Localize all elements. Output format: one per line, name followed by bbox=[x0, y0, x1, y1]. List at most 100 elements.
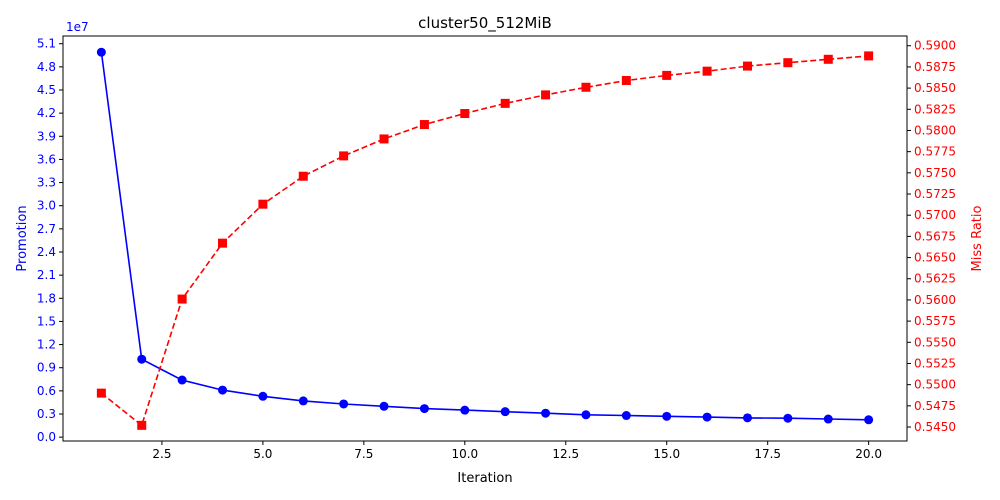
right-y-tick-label: 0.5675 bbox=[914, 229, 956, 243]
miss-ratio-line bbox=[100, 55, 869, 427]
promotion-point bbox=[218, 385, 228, 395]
promotion-point bbox=[96, 47, 106, 57]
right-y-tick-label: 0.5450 bbox=[914, 420, 956, 434]
promotion-point bbox=[662, 411, 672, 421]
promotion-point bbox=[621, 411, 631, 421]
miss-ratio-point bbox=[419, 120, 429, 130]
left-y-tick-label: 2.7 bbox=[37, 222, 56, 236]
miss-ratio-point bbox=[702, 66, 712, 76]
miss-ratio-point bbox=[742, 61, 752, 71]
x-tick-label: 7.5 bbox=[354, 447, 373, 461]
x-tick-label: 5.0 bbox=[253, 447, 272, 461]
miss-ratio-point bbox=[177, 294, 187, 304]
miss-ratio-point bbox=[218, 238, 228, 248]
plot-frame bbox=[62, 35, 908, 442]
right-y-tick-label: 0.5750 bbox=[914, 166, 956, 180]
right-y-tick-label: 0.5650 bbox=[914, 251, 956, 265]
right-y-tick-label: 0.5575 bbox=[914, 314, 956, 328]
left-y-axis: 0.0 0.3 0.6 0.9 1.2 1.5 1.8 2.1 2.4 2.7 3.0 3.3 3.6 3… bbox=[37, 37, 63, 444]
left-y-tick-label: 1.5 bbox=[37, 314, 56, 328]
promotion-point bbox=[419, 404, 429, 414]
promotion-point bbox=[783, 413, 793, 423]
miss-ratio-point bbox=[460, 109, 470, 119]
left-y-tick-label: 0.6 bbox=[37, 384, 56, 398]
miss-ratio-point bbox=[379, 134, 389, 144]
right-y-tick-label: 0.5700 bbox=[914, 208, 956, 222]
left-y-tick-label: 2.4 bbox=[37, 245, 56, 259]
promotion-point bbox=[177, 375, 187, 385]
right-y-tick-label: 0.5500 bbox=[914, 378, 956, 392]
promotion-point bbox=[339, 399, 349, 409]
promotion-line bbox=[100, 52, 869, 421]
right-y-tick-label: 0.5600 bbox=[914, 293, 956, 307]
right-y-tick-label: 0.5550 bbox=[914, 335, 956, 349]
promotion-point bbox=[298, 396, 308, 406]
promotion-point bbox=[823, 414, 833, 424]
promotion-point bbox=[541, 408, 551, 418]
x-axis-label: Iteration bbox=[457, 471, 512, 486]
right-y-tick-label: 0.5900 bbox=[914, 39, 956, 53]
left-y-tick-label: 2.1 bbox=[37, 268, 56, 282]
series-promotion bbox=[96, 47, 874, 425]
miss-ratio-point bbox=[298, 171, 308, 181]
left-y-tick-label: 0.3 bbox=[37, 407, 56, 421]
left-y-tick-label: 1.2 bbox=[37, 338, 56, 352]
promotion-point bbox=[864, 415, 874, 425]
left-y-tick-label: 1.8 bbox=[37, 291, 56, 305]
x-tick-label: 17.5 bbox=[754, 447, 781, 461]
miss-ratio-point bbox=[96, 388, 106, 398]
promotion-point bbox=[379, 401, 389, 411]
left-y-tick-label: 4.5 bbox=[37, 83, 56, 97]
miss-ratio-point bbox=[662, 70, 672, 80]
right-y-tick-label: 0.5525 bbox=[914, 356, 956, 370]
plot-border bbox=[62, 35, 908, 442]
promotion-point bbox=[500, 407, 510, 417]
x-tick-label: 2.5 bbox=[152, 447, 171, 461]
series-layer bbox=[96, 47, 874, 430]
miss-ratio-point bbox=[621, 75, 631, 85]
right-y-tick-label: 0.5625 bbox=[914, 272, 956, 286]
miss-ratio-point bbox=[823, 54, 833, 64]
miss-ratio-point bbox=[339, 151, 349, 161]
left-y-tick-label: 0.9 bbox=[37, 361, 56, 375]
x-tick-label: 20.0 bbox=[855, 447, 882, 461]
miss-ratio-point bbox=[258, 199, 268, 209]
miss-ratio-point bbox=[500, 98, 510, 108]
x-tick-label: 15.0 bbox=[653, 447, 680, 461]
miss-ratio-point bbox=[137, 420, 147, 430]
chart-title: cluster50_512MiB bbox=[418, 14, 552, 33]
miss-ratio-point bbox=[541, 90, 551, 100]
right-y-axis-label: Miss Ratio bbox=[970, 206, 985, 272]
promotion-point bbox=[137, 354, 147, 364]
right-y-tick-label: 0.5850 bbox=[914, 81, 956, 95]
left-y-tick-label: 5.1 bbox=[37, 37, 56, 51]
x-tick-label: 10.0 bbox=[451, 447, 478, 461]
promotion-point bbox=[258, 391, 268, 401]
left-y-axis-label: Promotion bbox=[15, 205, 30, 271]
left-y-tick-label: 4.8 bbox=[37, 60, 56, 74]
miss-ratio-point bbox=[581, 82, 591, 92]
left-y-tick-label: 3.0 bbox=[37, 199, 56, 213]
left-axis-multiplier: 1e7 bbox=[66, 20, 89, 34]
promotion-point bbox=[742, 413, 752, 423]
right-y-axis: 0.5450 0.5475 0.5500 0.5525 0.5550 0.5575 0.56… bbox=[907, 39, 956, 434]
promotion-point bbox=[460, 405, 470, 415]
right-y-tick-label: 0.5775 bbox=[914, 145, 956, 159]
left-y-tick-label: 0.0 bbox=[37, 430, 56, 444]
series-miss-ratio bbox=[96, 51, 874, 430]
left-y-tick-label: 3.6 bbox=[37, 152, 56, 166]
right-y-tick-label: 0.5875 bbox=[914, 60, 956, 74]
left-y-tick-label: 4.2 bbox=[37, 106, 56, 120]
x-axis: 2.5 5.0 7.5 10.0 12.5 15.0 17.5 20.0 bbox=[152, 441, 882, 461]
right-y-tick-label: 0.5725 bbox=[914, 187, 956, 201]
right-y-tick-label: 0.5475 bbox=[914, 399, 956, 413]
right-y-tick-label: 0.5800 bbox=[914, 123, 956, 137]
miss-ratio-point bbox=[864, 51, 874, 61]
promotion-point bbox=[581, 410, 591, 420]
miss-ratio-point bbox=[783, 58, 793, 68]
left-y-tick-label: 3.9 bbox=[37, 129, 56, 143]
left-y-tick-label: 3.3 bbox=[37, 176, 56, 190]
right-y-tick-label: 0.5825 bbox=[914, 102, 956, 116]
promotion-point bbox=[702, 412, 712, 422]
